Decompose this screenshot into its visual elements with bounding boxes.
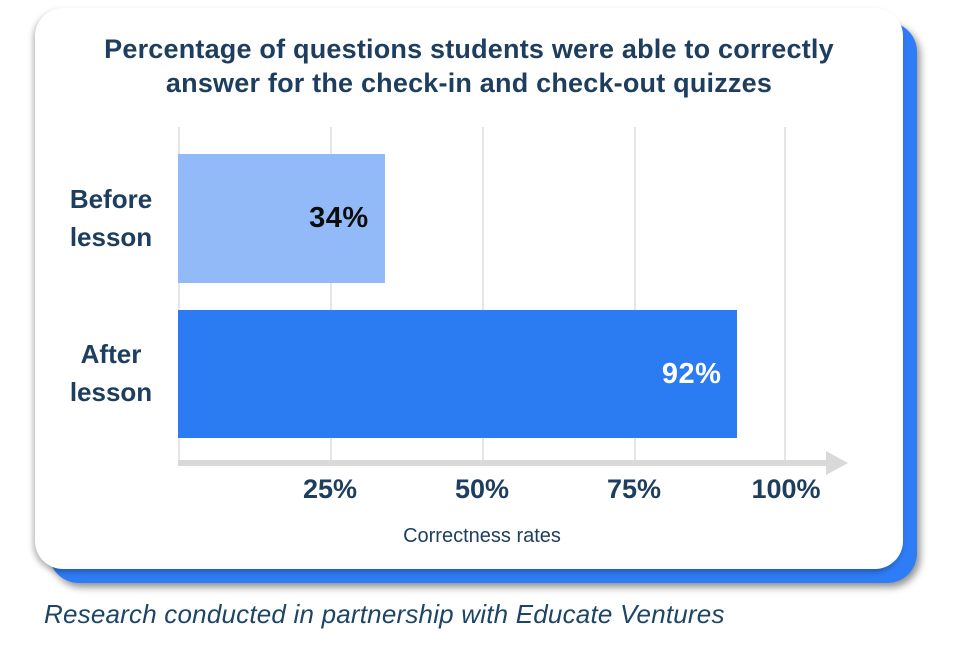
category-label-before-lesson: Before lesson <box>69 184 153 252</box>
research-caption: Research conducted in partnership with E… <box>44 599 725 629</box>
chart-title-line1: Percentage of questions students were ab… <box>104 34 834 64</box>
figure-card: Percentage of questions students were ab… <box>35 8 903 569</box>
gridline-0 <box>178 127 180 463</box>
bar-value-label-before: 34% <box>309 202 369 234</box>
bar-value-label-after: 92% <box>661 357 722 390</box>
gridline-50 <box>482 127 484 463</box>
gridline-100 <box>784 127 786 463</box>
gridline-75 <box>634 127 636 463</box>
x-axis-arrow-icon <box>826 451 848 475</box>
category-label-after-lesson: After lesson <box>69 339 153 407</box>
x-axis-title: Correctness rates <box>403 525 561 547</box>
bar-before-lesson: 34% <box>178 154 385 283</box>
gridline-25 <box>330 127 332 463</box>
x-tick-50: 50% <box>454 474 510 504</box>
chart-title-line2: answer for the check-in and check-out qu… <box>165 68 773 98</box>
x-tick-25: 25% <box>302 474 358 504</box>
chart-title: Percentage of questions students were ab… <box>35 32 903 100</box>
plot-area: 34% 92% 25% 50% 75% 100% Correctness rat… <box>178 127 848 547</box>
x-tick-100: 100% <box>751 474 821 504</box>
x-axis-line <box>178 460 828 466</box>
x-tick-75: 75% <box>606 474 662 504</box>
bar-after-lesson: 92% <box>178 310 738 438</box>
figure-card-wrapper: Percentage of questions students were ab… <box>35 8 917 583</box>
